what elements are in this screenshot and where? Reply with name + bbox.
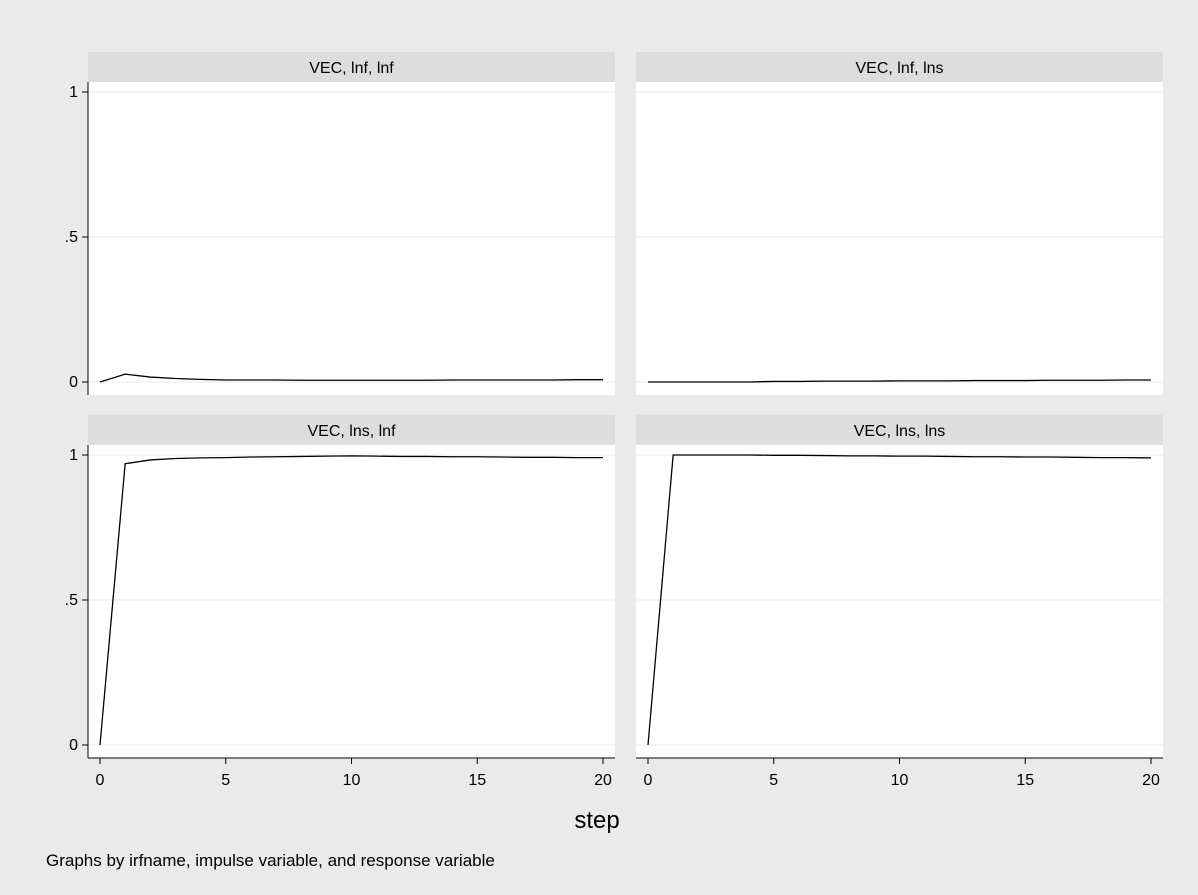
irf-line <box>647 454 1152 746</box>
x-tick-label: 10 <box>891 772 909 789</box>
x-tick-label: 5 <box>769 772 778 789</box>
x-tick-label: 0 <box>96 772 105 789</box>
panel-4: VEC, lns, lns 0 5 10 15 20 <box>636 415 1163 789</box>
plot-region <box>88 82 615 395</box>
plot-region <box>636 82 1163 395</box>
panel-2: VEC, lnf, lns <box>636 52 1163 395</box>
y-tick-label: .5 <box>65 229 78 246</box>
x-tick-label: 20 <box>1142 772 1160 789</box>
panels-layer: VEC, lnf, lnf 0 .5 1 VEC, lnf, lns VEC, lns, … <box>65 52 1163 789</box>
y-tick-label: 0 <box>69 374 78 391</box>
plot-region <box>88 445 615 758</box>
x-axis-title: step <box>574 807 619 834</box>
x-tick-label: 5 <box>221 772 230 789</box>
graph-note: Graphs by irfname, impulse variable, and… <box>46 851 495 870</box>
panel-1: VEC, lnf, lnf 0 .5 1 <box>65 52 615 395</box>
plot-region <box>636 445 1163 758</box>
panel-title: VEC, lnf, lns <box>855 60 943 77</box>
irf-line <box>648 379 1151 383</box>
panel-title: VEC, lns, lns <box>854 423 946 440</box>
x-tick-label: 10 <box>343 772 361 789</box>
y-tick-label: 1 <box>69 447 78 464</box>
x-tick-label: 15 <box>468 772 486 789</box>
x-tick-label: 15 <box>1016 772 1034 789</box>
x-tick-label: 0 <box>644 772 653 789</box>
y-tick-label: .5 <box>65 592 78 609</box>
panel-strip <box>88 415 615 445</box>
panel-strip <box>88 52 615 82</box>
y-tick-label: 0 <box>69 737 78 754</box>
irf-line <box>99 373 603 383</box>
x-tick-label: 20 <box>594 772 612 789</box>
panel-strip <box>636 52 1163 82</box>
y-tick-label: 1 <box>69 84 78 101</box>
panel-title: VEC, lnf, lnf <box>309 60 394 77</box>
irf-line <box>99 455 603 746</box>
panel-title: VEC, lns, lnf <box>307 423 396 440</box>
panel-strip <box>636 415 1163 445</box>
